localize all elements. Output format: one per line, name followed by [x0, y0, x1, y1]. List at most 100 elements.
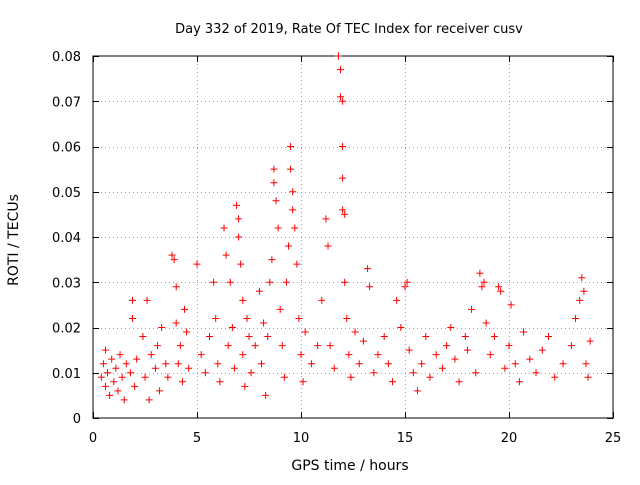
data-point: [582, 360, 590, 368]
data-point: [413, 387, 421, 395]
y-tick-label: 0.01: [52, 367, 81, 382]
data-point: [326, 342, 334, 350]
data-point: [183, 328, 191, 336]
data-point: [576, 296, 584, 304]
x-tick-label: 0: [89, 431, 97, 446]
x-tick-label: 25: [605, 431, 622, 446]
data-point: [318, 296, 326, 304]
data-point: [401, 283, 409, 291]
data-point: [287, 165, 295, 173]
data-point: [214, 360, 222, 368]
x-tick-labels: 0 5 10 15 20 25: [89, 431, 621, 446]
data-point: [274, 224, 282, 232]
data-point: [243, 314, 251, 322]
data-point: [480, 278, 488, 286]
data-point: [322, 215, 330, 223]
data-point: [126, 369, 134, 377]
data-point: [447, 324, 455, 331]
data-point: [443, 342, 451, 350]
y-tick-label: 0.02: [52, 322, 81, 337]
data-point: [268, 256, 276, 264]
data-point: [511, 360, 519, 368]
data-point: [282, 278, 290, 286]
data-point: [438, 364, 446, 372]
data-point: [426, 373, 434, 381]
data-point: [210, 278, 218, 286]
data-point: [345, 351, 353, 359]
data-point: [339, 174, 347, 182]
data-point: [455, 378, 463, 386]
data-point: [397, 324, 405, 331]
data-point: [572, 314, 580, 322]
data-point: [463, 346, 471, 354]
data-point: [347, 373, 355, 381]
data-point: [495, 283, 503, 291]
data-point: [551, 373, 559, 381]
data-point: [293, 260, 301, 268]
data-point: [337, 66, 345, 74]
data-point: [297, 351, 305, 359]
data-point: [145, 396, 153, 404]
data-point: [482, 319, 490, 327]
data-point: [359, 337, 367, 345]
data-point: [197, 351, 205, 359]
data-point: [339, 143, 347, 150]
data-point: [226, 278, 234, 286]
y-tick-labels: 0 0.01 0.02 0.03 0.04 0.05 0.06 0.07 0.08: [52, 50, 81, 427]
data-point: [468, 305, 476, 313]
data-point: [235, 215, 243, 223]
data-point: [120, 396, 128, 404]
data-point: [370, 369, 378, 377]
data-point: [403, 278, 411, 286]
data-point: [237, 260, 245, 268]
data-point: [364, 265, 372, 273]
data-point: [108, 355, 116, 363]
data-point: [156, 387, 164, 395]
y-tick-label: 0.06: [52, 141, 81, 156]
data-point: [170, 256, 178, 264]
data-point: [299, 378, 307, 386]
data-point: [409, 369, 417, 377]
data-points: [97, 52, 594, 404]
data-point: [260, 319, 268, 327]
data-point: [314, 342, 322, 350]
data-point: [526, 355, 534, 363]
x-tick-label: 5: [193, 431, 201, 446]
data-point: [106, 391, 114, 399]
data-point: [280, 373, 288, 381]
y-tick-label: 0.05: [52, 186, 81, 201]
data-point: [339, 97, 347, 105]
data-point: [141, 373, 149, 381]
chart-title: Day 332 of 2019, Rate Of TEC Index for r…: [175, 22, 523, 37]
data-point: [451, 355, 459, 363]
data-point: [205, 333, 213, 341]
data-point: [289, 206, 297, 214]
data-point: [110, 378, 118, 386]
data-point: [139, 333, 147, 341]
data-point: [355, 360, 363, 368]
data-point: [341, 278, 349, 286]
data-point: [222, 251, 230, 259]
data-point: [559, 360, 567, 368]
data-point: [287, 143, 295, 150]
data-point: [291, 224, 299, 232]
data-point: [578, 274, 586, 282]
data-point: [532, 369, 540, 377]
data-point: [164, 373, 172, 381]
data-point: [501, 364, 509, 372]
y-axis-label: ROTI / TECUs: [6, 194, 22, 286]
data-point: [220, 224, 228, 232]
data-point: [584, 373, 592, 381]
data-point: [289, 188, 297, 196]
data-point: [216, 378, 224, 386]
data-point: [241, 382, 249, 390]
data-point: [301, 328, 309, 336]
data-point: [172, 319, 180, 327]
data-point: [185, 364, 193, 372]
data-point: [151, 364, 159, 372]
data-point: [418, 360, 426, 368]
data-point: [567, 342, 575, 350]
data-point: [497, 287, 505, 295]
data-point: [586, 337, 594, 345]
